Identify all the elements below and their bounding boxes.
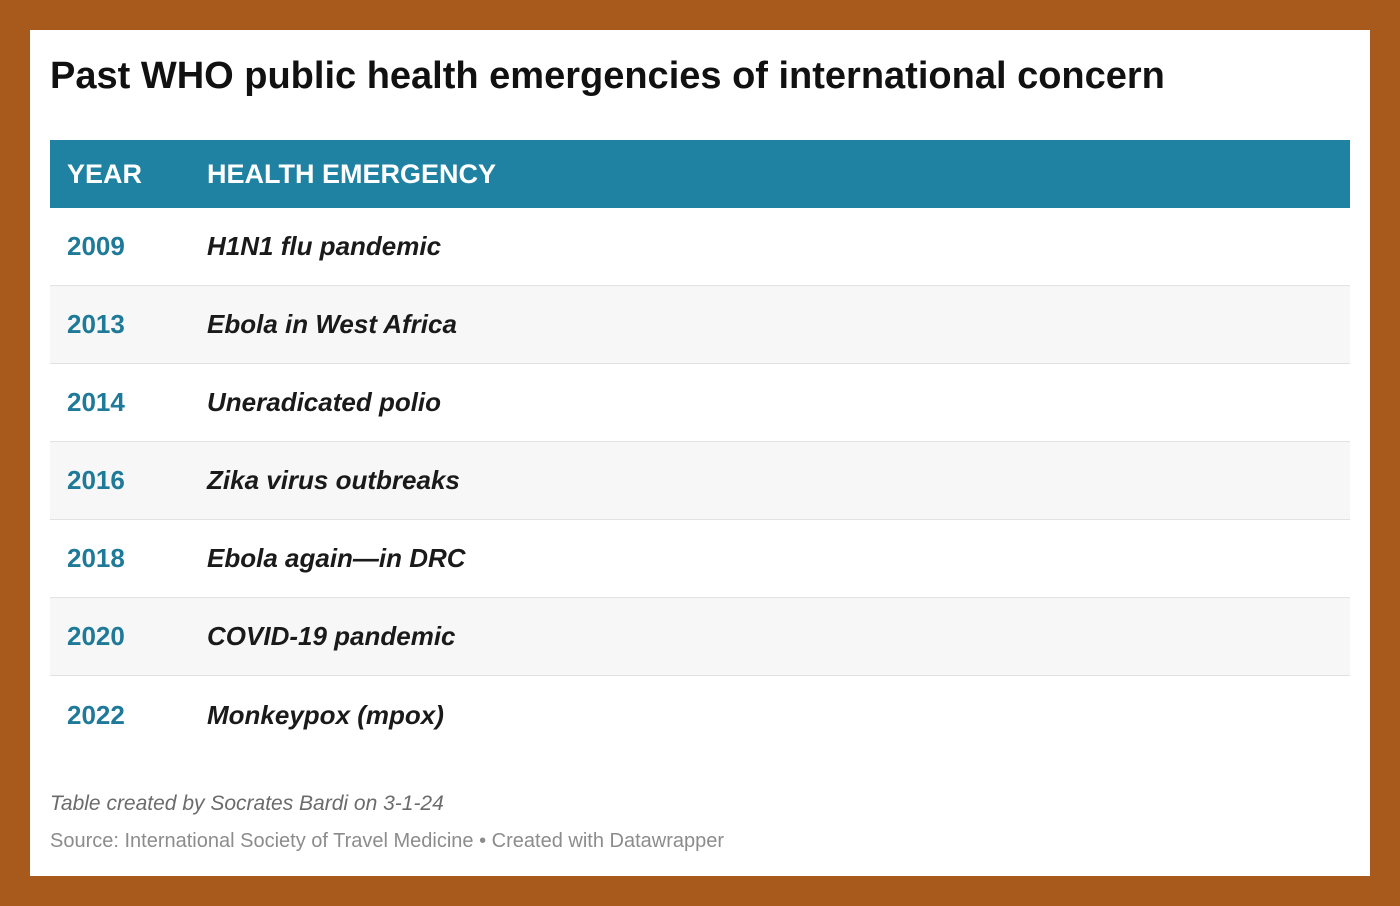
- cell-year: 2013: [67, 309, 125, 339]
- column-header-emergency: HEALTH EMERGENCY: [207, 158, 497, 189]
- table-body: 2009 H1N1 flu pandemic 2013 Ebola in West A…: [50, 208, 1350, 754]
- cell-emergency: Ebola in West Africa: [207, 309, 457, 339]
- table-row: 2009 H1N1 flu pandemic: [50, 208, 1350, 286]
- source-line: Source: International Society of Travel …: [50, 830, 725, 852]
- table-row: 2014 Uneradicated polio: [50, 364, 1350, 442]
- cell-year: 2020: [67, 621, 125, 651]
- chart-card: Past WHO public health emergencies of in…: [30, 30, 1370, 876]
- table-notes: Table created by Socrates Bardi on 3-1-2…: [50, 792, 444, 815]
- cell-emergency: Monkeypox (mpox): [207, 699, 444, 730]
- table-header: YEAR HEALTH EMERGENCY: [50, 140, 1350, 208]
- table-row: 2016 Zika virus outbreaks: [50, 442, 1350, 520]
- table-row: 2020 COVID-19 pandemic: [50, 598, 1350, 676]
- cell-emergency: Zika virus outbreaks: [207, 465, 460, 495]
- cell-year: 2014: [67, 387, 125, 417]
- table-row: 2018 Ebola again—in DRC: [50, 520, 1350, 598]
- cell-year: 2018: [67, 543, 125, 573]
- chart-title: Past WHO public health emergencies of in…: [50, 55, 1165, 97]
- cell-year: 2016: [67, 465, 125, 495]
- cell-emergency: H1N1 flu pandemic: [207, 231, 442, 261]
- column-header-year: YEAR: [67, 158, 143, 189]
- cell-year: 2009: [67, 231, 125, 261]
- cell-emergency: Ebola again—in DRC: [207, 543, 466, 573]
- table-row: 2013 Ebola in West Africa: [50, 286, 1350, 364]
- data-table: YEAR HEALTH EMERGENCY 2009 H1N1 flu pande…: [50, 140, 1350, 754]
- cell-emergency: Uneradicated polio: [207, 387, 442, 417]
- cell-year: 2022: [67, 699, 125, 730]
- table-row: 2022 Monkeypox (mpox): [50, 676, 1350, 754]
- cell-emergency: COVID-19 pandemic: [207, 621, 456, 651]
